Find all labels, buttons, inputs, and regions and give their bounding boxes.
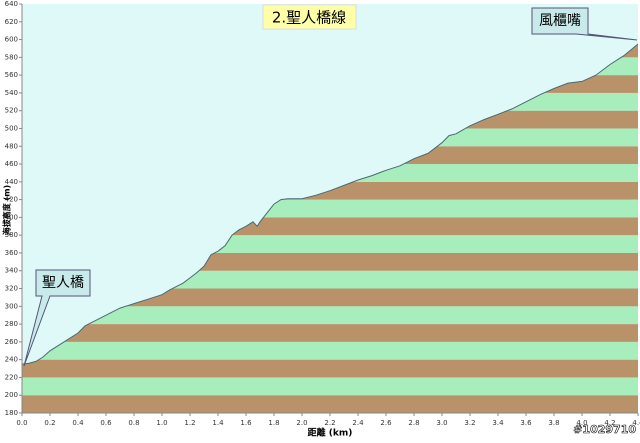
x-tick-label: 3.6 [520,419,532,427]
y-tick-label: 480 [5,142,18,150]
x-tick-label: 3.0 [436,419,447,427]
y-tick-label: 620 [5,18,18,26]
x-tick-label: 4.2 [604,419,615,427]
x-tick-label: 0.6 [100,419,112,427]
watermark: #1029710 [573,423,636,436]
band [22,377,638,396]
x-tick-label: 4.0 [576,419,587,427]
elevation-line [21,43,639,365]
x-tick-label: 4.4 [632,419,640,427]
y-tick-label: 320 [5,285,18,293]
y-tick-label: 240 [5,356,18,364]
x-tick-label: 2.4 [352,419,364,427]
x-tick-label: 2.0 [296,419,307,427]
band [22,288,638,307]
y-tick-label: 380 [5,231,18,239]
x-tick-label: 0.4 [72,419,84,427]
y-tick-label: 280 [5,320,18,328]
y-tick-label: 600 [5,36,18,44]
band [22,324,638,342]
title-box [262,4,357,30]
x-tick-label: 0.8 [128,419,139,427]
callout [23,269,91,367]
annotation: 風櫃嘴 [539,13,581,29]
band [22,341,638,360]
x-tick-label: 1.8 [268,419,279,427]
x-tick-label: 2.8 [408,419,419,427]
x-tick-label: 1.6 [240,419,252,427]
y-tick-label: 420 [5,196,18,204]
x-tick-label: 1.4 [212,419,224,427]
y-tick-label: 400 [5,213,18,221]
x-tick-label: 3.2 [464,419,475,427]
annotation: 聖人橋 [42,275,84,291]
y-tick-label: 520 [5,107,18,115]
chart-title: 2.聖人橋線 [272,9,346,27]
band [22,306,638,325]
y-tick-label: 440 [5,178,18,186]
y-tick-label: 260 [5,338,18,346]
callout [531,7,638,41]
x-tick-label: 0.2 [44,419,55,427]
y-tick-label: 340 [5,267,18,275]
y-tick-label: 200 [5,391,18,399]
x-tick-label: 3.8 [548,419,559,427]
y-tick-label: 640 [5,0,18,8]
x-tick-label: 1.2 [184,419,195,427]
band [22,395,638,413]
x-tick-label: 1.0 [156,419,167,427]
x-tick-label: 2.6 [380,419,392,427]
y-axis-label: 海拔高度 (m) [2,185,12,235]
x-axis-label: 距離 (km) [308,427,353,439]
y-tick-label: 580 [5,53,18,61]
y-tick-label: 300 [5,302,18,310]
x-tick-label: 2.2 [324,419,335,427]
x-tick-label: 3.4 [492,419,504,427]
x-tick-label: 0.0 [16,419,27,427]
y-tick-label: 360 [5,249,18,257]
band [22,359,638,378]
y-tick-label: 560 [5,71,18,79]
y-tick-label: 500 [5,124,18,132]
y-tick-label: 220 [5,373,18,381]
y-tick-label: 540 [5,89,18,97]
y-tick-label: 460 [5,160,18,168]
y-tick-label: 180 [5,409,18,417]
